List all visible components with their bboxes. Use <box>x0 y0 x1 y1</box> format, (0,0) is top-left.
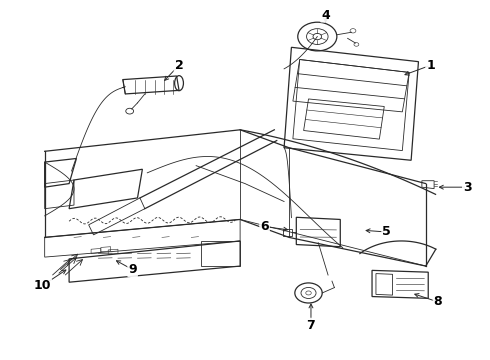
Text: 4: 4 <box>321 9 330 22</box>
Text: 5: 5 <box>382 225 391 238</box>
Text: 8: 8 <box>434 296 442 309</box>
Text: 2: 2 <box>174 59 183 72</box>
Text: 3: 3 <box>463 181 472 194</box>
Text: 10: 10 <box>33 279 51 292</box>
Text: 9: 9 <box>128 263 137 276</box>
Bar <box>283 229 293 235</box>
Text: 7: 7 <box>307 319 316 332</box>
Text: 6: 6 <box>260 220 269 233</box>
Text: 1: 1 <box>426 59 435 72</box>
